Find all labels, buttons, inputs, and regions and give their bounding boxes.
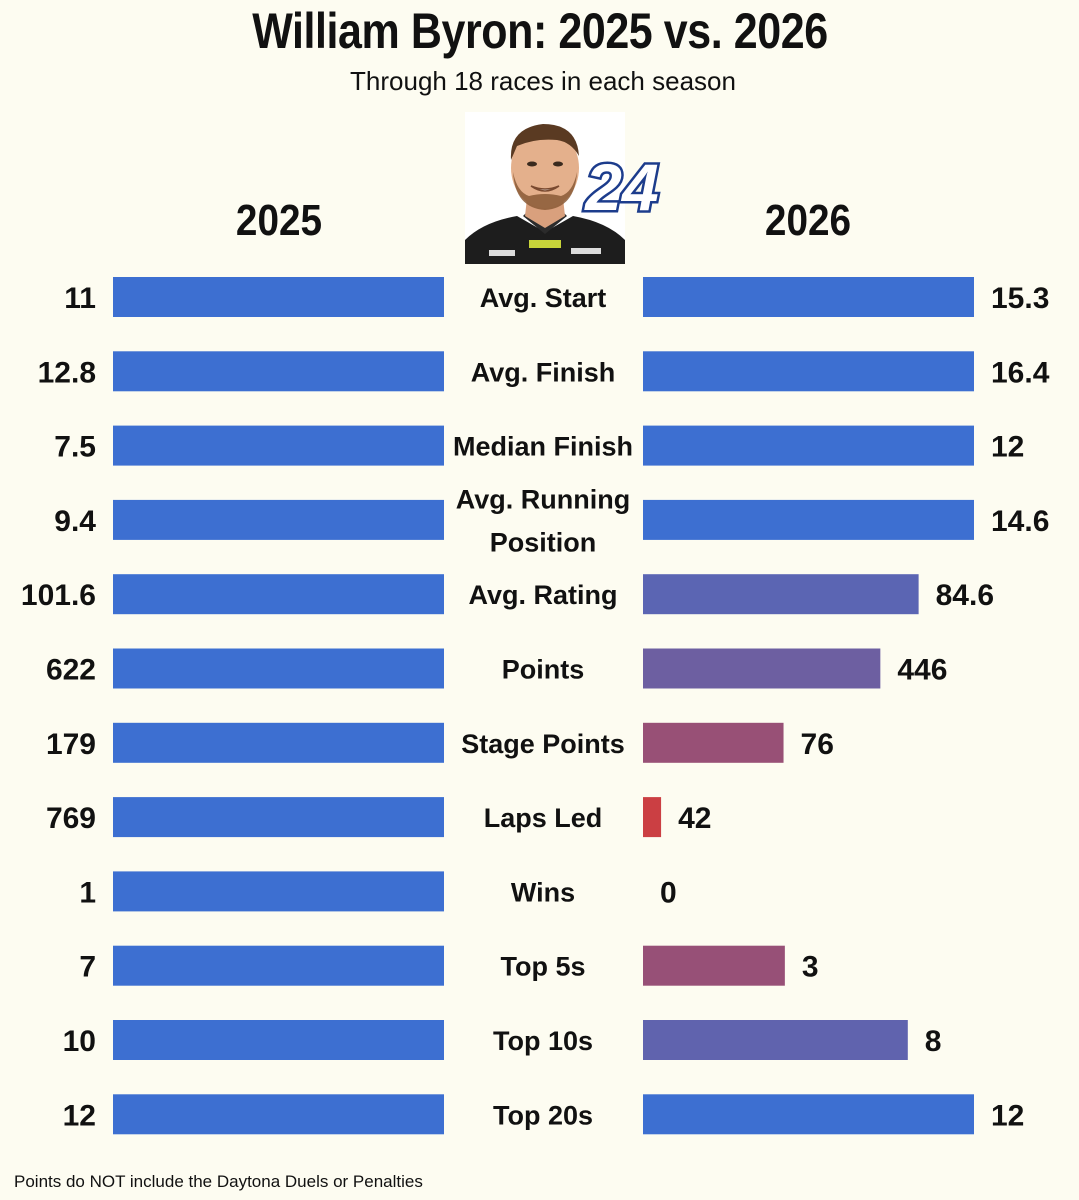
comparison-chart: 11 15.3 Avg. Start 12.8 16.4 Avg. Finish 7.5 12… — [21, 277, 1050, 1135]
category-label: Stage Points — [461, 729, 625, 759]
category-label: Median Finish — [453, 432, 633, 462]
bar-2026 — [643, 351, 974, 392]
stat-row: 11 15.3 Avg. Start — [64, 277, 1049, 317]
bar-2026 — [643, 648, 881, 689]
value-label-2025: 12.8 — [38, 356, 96, 389]
bar-2025 — [113, 1094, 444, 1135]
bar-2025 — [113, 499, 444, 540]
category-label: Avg. Rating — [468, 580, 617, 610]
value-label-2026: 76 — [801, 728, 834, 761]
value-label-2026: 16.4 — [991, 356, 1050, 389]
category-label: Avg. Start — [480, 283, 607, 313]
bar-2026 — [643, 945, 785, 986]
value-label-2026: 42 — [678, 802, 711, 835]
category-label: Laps Led — [484, 803, 603, 833]
bar-2026 — [643, 277, 974, 317]
stat-row: 10 8 Top 10s — [63, 1020, 942, 1060]
value-label-2025: 622 — [46, 654, 96, 687]
stat-row: 7.5 12 Median Finish — [54, 425, 1024, 466]
value-label-2025: 1 — [79, 876, 96, 909]
bar-2026 — [643, 722, 784, 763]
value-label-2026: 446 — [897, 654, 947, 687]
bar-2025 — [113, 871, 444, 912]
category-label: Wins — [511, 877, 575, 907]
value-label-2025: 769 — [46, 802, 96, 835]
category-label: Avg. Finish — [471, 357, 616, 387]
value-label-2025: 11 — [64, 282, 96, 315]
stat-row: 179 76 Stage Points — [46, 722, 834, 763]
chart-title: William Byron: 2025 vs. 2026 — [252, 3, 828, 59]
column-header-2025: 2025 — [235, 196, 323, 245]
bar-2026 — [643, 797, 662, 838]
stat-row: 769 42 Laps Led — [46, 797, 711, 838]
value-label-2026: 14.6 — [991, 505, 1049, 538]
value-label-2026: 3 — [802, 951, 819, 984]
value-label-2025: 7 — [79, 951, 96, 984]
value-label-2026: 15.3 — [991, 282, 1049, 315]
value-label-2025: 12 — [63, 1099, 96, 1132]
value-label-2026: 12 — [991, 431, 1024, 464]
value-label-2025: 179 — [46, 728, 96, 761]
stat-row: 9.4 14.6 Avg. Running Position — [54, 484, 1049, 557]
footnote: Points do NOT include the Daytona Duels … — [14, 1172, 423, 1191]
bar-2025 — [113, 574, 444, 615]
value-label-2025: 101.6 — [21, 579, 96, 612]
value-label-2026: 84.6 — [936, 579, 994, 612]
stat-row: 101.6 84.6 Avg. Rating — [21, 574, 994, 615]
bar-2025 — [113, 797, 444, 838]
chart-subtitle: Through 18 races in each season — [350, 66, 736, 96]
bar-2026 — [643, 1094, 974, 1135]
bar-2025 — [113, 648, 444, 689]
category-label: Top 20s — [493, 1100, 593, 1130]
bar-2026 — [643, 499, 974, 540]
bar-2026 — [643, 1020, 908, 1060]
bar-2025 — [113, 722, 444, 763]
column-header-2026: 2026 — [764, 196, 852, 245]
bar-2026 — [643, 425, 974, 466]
stat-row: 7 3 Top 5s — [79, 945, 819, 986]
value-label-2026: 12 — [991, 1099, 1024, 1132]
value-label-2026: 8 — [925, 1025, 942, 1058]
value-label-2025: 10 — [63, 1025, 96, 1058]
value-label-2026: 0 — [660, 876, 677, 909]
category-label: Top 10s — [493, 1026, 593, 1056]
bar-2025 — [113, 1020, 444, 1060]
value-label-2025: 9.4 — [54, 505, 96, 538]
stat-row: 622 446 Points — [46, 648, 947, 689]
category-label: Top 5s — [500, 952, 585, 982]
bar-2025 — [113, 945, 444, 986]
stat-row: 12.8 16.4 Avg. Finish — [38, 351, 1050, 392]
car-number-text: 24 — [583, 150, 658, 224]
category-label: Points — [502, 655, 585, 685]
stat-row: 1 0 Wins — [79, 871, 677, 912]
value-label-2025: 7.5 — [54, 431, 96, 464]
stat-row: 12 12 Top 20s — [63, 1094, 1024, 1135]
bar-2025 — [113, 425, 444, 466]
car-number-logo: 24 — [581, 148, 661, 227]
bar-2025 — [113, 277, 444, 317]
bar-2026 — [643, 574, 919, 615]
driver-portrait — [465, 112, 625, 264]
bar-2025 — [113, 351, 444, 392]
category-label: Avg. Running Position — [456, 484, 630, 557]
